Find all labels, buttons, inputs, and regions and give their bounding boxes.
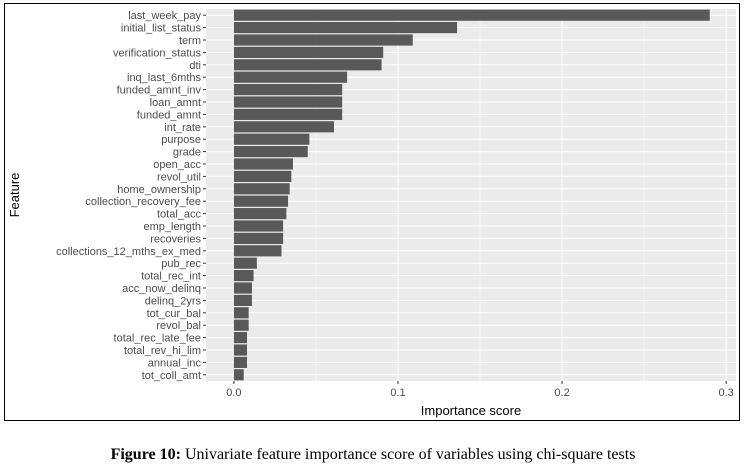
bar-term bbox=[233, 34, 413, 46]
bar-last_week_pay bbox=[233, 9, 710, 21]
x-tick-label: 0.2 bbox=[554, 387, 569, 399]
bar-open_acc bbox=[233, 158, 293, 170]
y-tick-label: loan_amnt bbox=[150, 97, 201, 109]
y-tick-label: total_rev_hi_lim bbox=[124, 345, 201, 357]
y-tick-label: total_rec_int bbox=[141, 271, 201, 283]
y-tick-label: home_ownership bbox=[117, 184, 201, 196]
bar-tot_cur_bal bbox=[233, 307, 249, 319]
y-tick-label: recoveries bbox=[150, 233, 201, 245]
y-tick-label: collections_12_mths_ex_med bbox=[56, 246, 201, 258]
bar-recoveries bbox=[233, 232, 284, 244]
y-tick-label: grade bbox=[173, 147, 201, 159]
y-tick-label: int_rate bbox=[164, 122, 201, 134]
y-tick-label: last_week_pay bbox=[128, 10, 201, 22]
bar-tot_coll_amt bbox=[233, 369, 244, 381]
y-tick-labels: last_week_payinitial_list_statustermveri… bbox=[56, 10, 206, 382]
bar-funded_amnt bbox=[233, 108, 343, 120]
bar-funded_amnt_inv bbox=[233, 84, 343, 96]
plot-panel bbox=[206, 9, 736, 381]
y-tick-label: acc_now_delinq bbox=[122, 283, 201, 295]
bar-collections_12_mths_ex_med bbox=[233, 245, 282, 257]
bar-purpose bbox=[233, 133, 310, 145]
y-tick-label: delinq_2yrs bbox=[145, 295, 202, 307]
x-tick-labels: 0.0 0.1 0.2 0.3 bbox=[226, 381, 734, 399]
bar-home_ownership bbox=[233, 183, 290, 195]
y-tick-label: pub_rec bbox=[161, 258, 201, 270]
y-tick-label: annual_inc bbox=[148, 357, 202, 369]
y-tick-label: funded_amnt_inv bbox=[117, 85, 202, 97]
x-axis-title: Importance score bbox=[421, 403, 521, 418]
bar-revol_util bbox=[233, 170, 292, 182]
y-tick-label: inq_last_6mths bbox=[127, 72, 201, 84]
bar-emp_length bbox=[233, 220, 284, 232]
y-tick-label: revol_util bbox=[157, 171, 201, 183]
bar-int_rate bbox=[233, 121, 334, 133]
y-tick-label: purpose bbox=[161, 134, 201, 146]
y-tick-label: tot_cur_bal bbox=[147, 308, 201, 320]
y-tick-label: verification_status bbox=[113, 47, 202, 59]
bar-delinq_2yrs bbox=[233, 294, 252, 306]
bar-revol_bal bbox=[233, 319, 249, 331]
figure-frame: last_week_pay initial_list_status term veri… bbox=[4, 3, 740, 421]
bar-total_acc bbox=[233, 208, 287, 220]
figure-caption: Figure 10: Univariate feature importance… bbox=[0, 446, 746, 464]
bar-pub_rec bbox=[233, 257, 257, 269]
y-tick-label: term bbox=[179, 35, 201, 47]
y-axis-title: Feature bbox=[7, 173, 22, 218]
x-tick-label: 0.0 bbox=[226, 387, 241, 399]
bar-chart: last_week_payinitial_list_statustermveri… bbox=[7, 9, 736, 418]
bar-acc_now_delinq bbox=[233, 282, 252, 294]
bar-collection_recovery_fee bbox=[233, 195, 289, 207]
y-tick-label: collection_recovery_fee bbox=[85, 196, 201, 208]
y-tick-label: funded_amnt bbox=[137, 109, 201, 121]
y-tick-label: dti bbox=[189, 60, 201, 72]
y-tick-label: total_rec_late_fee bbox=[114, 333, 201, 345]
bar-total_rev_hi_lim bbox=[233, 344, 248, 356]
bar-annual_inc bbox=[233, 356, 248, 368]
bar-total_rec_late_fee bbox=[233, 332, 248, 344]
y-tick-label: total_acc bbox=[157, 209, 202, 221]
bar-initial_list_status bbox=[233, 22, 458, 34]
caption-text: Univariate feature importance score of v… bbox=[184, 446, 636, 463]
caption-label: Figure 10: bbox=[110, 446, 181, 463]
bar-dti bbox=[233, 59, 382, 71]
x-tick-label: 0.1 bbox=[390, 387, 405, 399]
y-tick-label: initial_list_status bbox=[121, 23, 202, 35]
y-tick-label: open_acc bbox=[153, 159, 201, 171]
x-tick-label: 0.3 bbox=[719, 387, 734, 399]
y-tick-label: emp_length bbox=[144, 221, 202, 233]
bar-total_rec_int bbox=[233, 270, 254, 282]
bar-verification_status bbox=[233, 46, 384, 58]
y-tick-label: revol_bal bbox=[156, 320, 201, 332]
bar-grade bbox=[233, 146, 308, 158]
bars bbox=[233, 9, 710, 381]
bar-loan_amnt bbox=[233, 96, 343, 108]
bar-inq_last_6mths bbox=[233, 71, 348, 83]
y-tick-label: tot_coll_amt bbox=[142, 370, 201, 382]
